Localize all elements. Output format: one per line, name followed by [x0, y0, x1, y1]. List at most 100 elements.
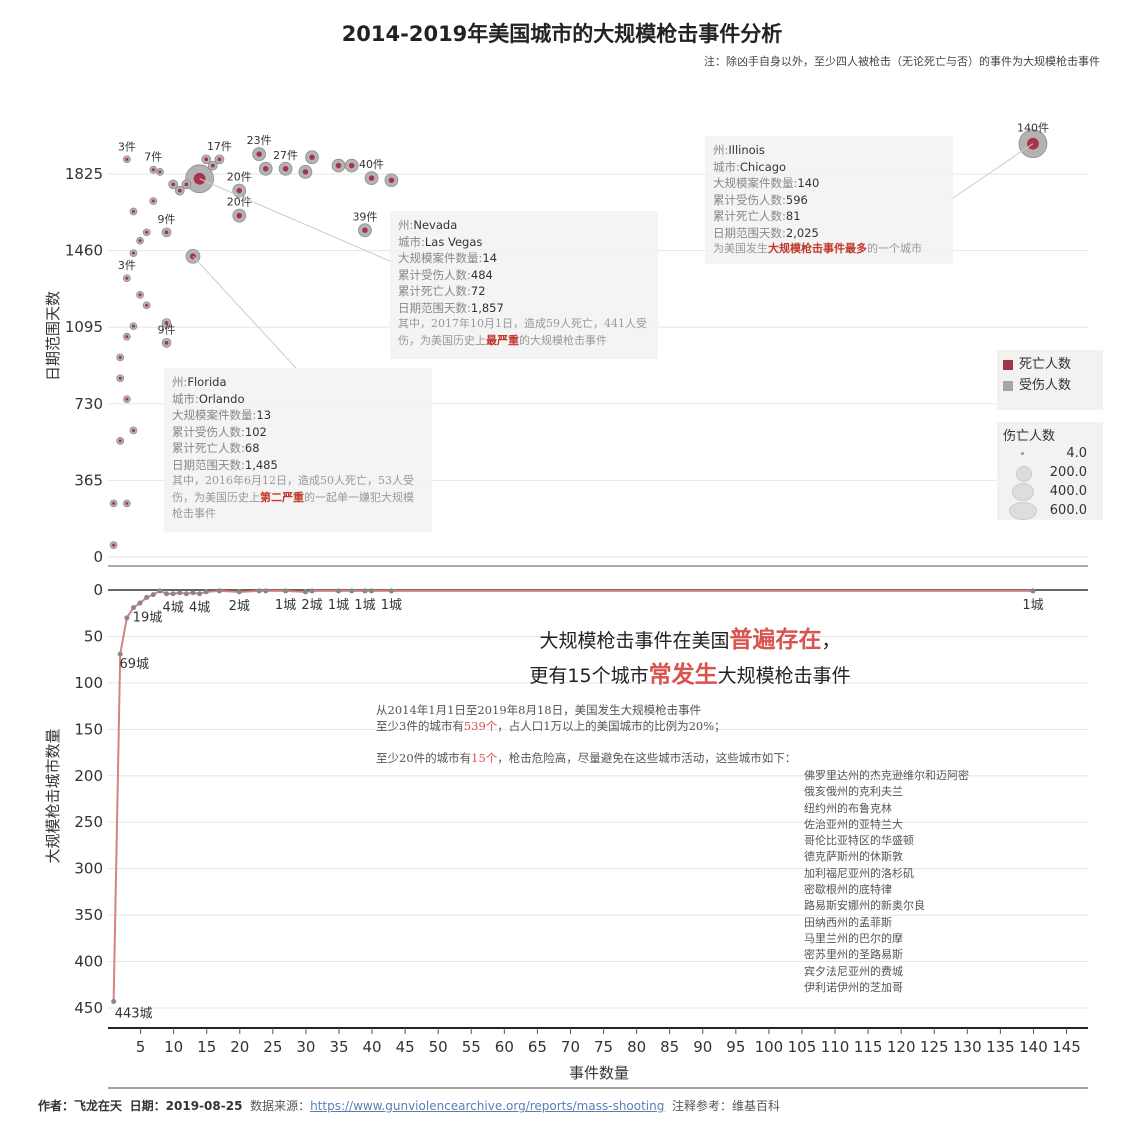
city-item: 密歇根州的底特律: [804, 883, 892, 897]
scatter-point-killed: [138, 293, 142, 297]
x-tick-label: 20: [230, 1038, 249, 1056]
curve-point: [256, 588, 262, 594]
curve-point: [349, 588, 355, 594]
curve-point: [124, 615, 130, 621]
x-tick-label: 125: [920, 1038, 949, 1056]
x-tick-label: 120: [887, 1038, 916, 1056]
summary-paragraph: 从2014年1月1日至2019年8月18日，美国发生大规模枪击事件 至少3件的城…: [376, 703, 797, 765]
size-item-400: 400.0: [1003, 482, 1097, 501]
y-tick-label-bottom: 200: [74, 767, 103, 785]
y-tick-label-bottom: 300: [74, 860, 103, 878]
size-item-4: 4.0: [1003, 444, 1097, 463]
x-tick-label: 105: [788, 1038, 817, 1056]
scatter-point-killed: [177, 188, 182, 193]
city-item: 佐治亚州的亚特兰大: [804, 817, 903, 831]
x-tick-label: 85: [660, 1038, 679, 1056]
size-legend: 伤亡人数 4.0 200.0 400.0 600.0: [997, 422, 1103, 520]
scatter-point-killed: [125, 157, 129, 161]
curve-point: [369, 588, 375, 594]
scatter-point-label: 23件: [247, 134, 272, 147]
city-list: 佛罗里达州的杰克逊维尔和迈阿密 俄亥俄州的克利夫兰 纽约州的布鲁克林 佐治亚州的…: [804, 768, 969, 996]
curve-point: [190, 590, 196, 596]
scatter-point-label: 3件: [118, 259, 136, 272]
scatter-point-killed: [164, 340, 169, 345]
scatter-point-killed: [131, 251, 135, 255]
y-tick-label-top: 1095: [65, 318, 103, 336]
scatter-point-killed: [302, 169, 309, 175]
curve-point: [203, 589, 209, 595]
footer-source-link[interactable]: https://www.gunviolencearchive.org/repor…: [310, 1099, 665, 1113]
scatter-point-killed: [118, 439, 122, 443]
city-item: 加利福尼亚州的洛杉矶: [804, 866, 914, 880]
chart-subtitle: 注：除凶手自身以外，至少四人被枪击（无论死亡与否）的事件为大规模枪击事件: [704, 55, 1100, 68]
curve-point: [164, 591, 170, 597]
scatter-point-killed: [263, 165, 269, 172]
cities-count-curve: [112, 589, 1033, 1002]
y-tick-label-bottom: 150: [74, 720, 103, 738]
curve-point-label: 1城: [328, 598, 349, 613]
x-tick-label: 45: [396, 1038, 415, 1056]
x-tick-label: 65: [528, 1038, 547, 1056]
scatter-point-killed: [348, 162, 355, 169]
y-tick-label-top: 0: [93, 548, 103, 566]
curve-point: [1030, 588, 1036, 594]
scatter-point-killed: [184, 182, 189, 187]
y-tick-label-bottom: 50: [84, 627, 103, 645]
y-tick-label-bottom: 100: [74, 674, 103, 692]
y-axis-title-bottom: 大规模枪击城市数量: [44, 728, 62, 863]
x-tick-label: 115: [854, 1038, 883, 1056]
size-item-600: 600.0: [1003, 501, 1097, 520]
size-item-200: 200.0: [1003, 463, 1097, 482]
x-tick-label: 15: [197, 1038, 216, 1056]
city-item: 马里兰州的巴尔的摩: [804, 931, 903, 945]
scatter-point-killed: [164, 321, 169, 325]
scatter-point-label: 140件: [1017, 121, 1049, 134]
scatter-point-label: 9件: [158, 324, 176, 337]
curve-point: [309, 588, 315, 594]
curve-point-label: 2城: [301, 598, 322, 613]
x-tick-label: 25: [263, 1038, 282, 1056]
scatter-point-killed: [362, 227, 368, 233]
curve-point: [130, 605, 136, 611]
y-tick-label-top: 730: [74, 395, 103, 413]
scatter-point-killed: [112, 501, 116, 505]
curve-point: [177, 590, 183, 596]
city-item: 俄亥俄州的克利夫兰: [804, 785, 903, 799]
city-item: 哥伦比亚特区的华盛顿: [804, 834, 914, 848]
x-tick-label: 30: [296, 1038, 315, 1056]
scatter-point-killed: [125, 335, 129, 339]
x-tick-label: 50: [429, 1038, 448, 1056]
scatter-point-label: 40件: [359, 158, 384, 171]
legend-item-injured: 受伤人数: [1003, 374, 1097, 393]
scatter-point-killed: [125, 276, 129, 280]
curve-point-label: 69城: [119, 657, 149, 672]
x-tick-label: 5: [136, 1038, 146, 1056]
y-axis-title-top: 日期范围天数: [44, 291, 62, 381]
scatter-point-killed: [138, 239, 142, 243]
curve-point-label: 1城: [275, 598, 296, 613]
tooltip-connector-illinois: [949, 143, 1034, 201]
curve-point-label: 443城: [115, 1006, 153, 1021]
curve-point-label: 4城: [189, 601, 210, 616]
scatter-point-label: 27件: [273, 149, 298, 162]
curve-point: [362, 588, 368, 594]
y-tick-label-top: 1825: [65, 165, 103, 183]
main-message-line2: 更有15个城市常发生大规模枪击事件: [529, 662, 851, 688]
injured-swatch: [1003, 380, 1013, 391]
curve-point: [335, 588, 341, 594]
y-tick-label-bottom: 400: [74, 953, 103, 971]
footer-author: 作者：飞龙在天: [38, 1099, 123, 1113]
tooltip-connector-nevada: [199, 178, 393, 263]
x-axis-title: 事件数量: [569, 1064, 629, 1082]
tooltip-illinois: 州:Illinois 城市:Chicago 大规模案件数量:140 累计受伤人数…: [705, 136, 953, 264]
x-tick-label: 90: [693, 1038, 712, 1056]
city-item: 佛罗里达州的杰克逊维尔和迈阿密: [804, 769, 969, 782]
curve-point: [236, 589, 242, 595]
footer: 作者：飞龙在天 日期：2019-08-25 数据来源：https://www.g…: [38, 1097, 780, 1114]
scatter-point-killed: [309, 154, 315, 160]
scatter-point-killed: [145, 230, 149, 234]
curve-point: [170, 591, 176, 597]
curve-point: [197, 591, 203, 597]
scatter-point-killed: [112, 543, 116, 547]
x-tick-label: 75: [594, 1038, 613, 1056]
